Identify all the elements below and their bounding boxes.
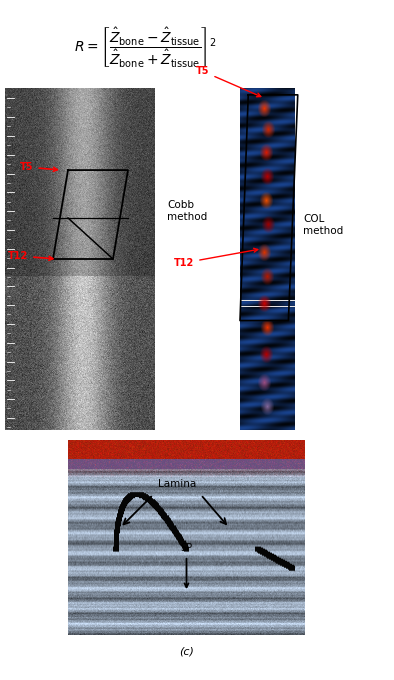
Text: COL
method: COL method [303,214,344,235]
Text: T12: T12 [8,251,53,261]
Text: T12: T12 [174,248,258,268]
Text: T5: T5 [196,67,261,97]
Text: (c): (c) [179,647,194,657]
Text: SP: SP [180,543,193,588]
Text: T5: T5 [20,162,58,172]
Text: $R = \left[\dfrac{\hat{Z}_{\mathrm{bone}} - \hat{Z}_{\mathrm{tissue}}}{\hat{Z}_{: $R = \left[\dfrac{\hat{Z}_{\mathrm{bone}… [74,24,217,69]
Text: (a): (a) [72,440,88,450]
Text: Lamina: Lamina [158,479,196,489]
Text: Cobb
method: Cobb method [167,201,207,222]
Text: (b): (b) [260,440,275,450]
